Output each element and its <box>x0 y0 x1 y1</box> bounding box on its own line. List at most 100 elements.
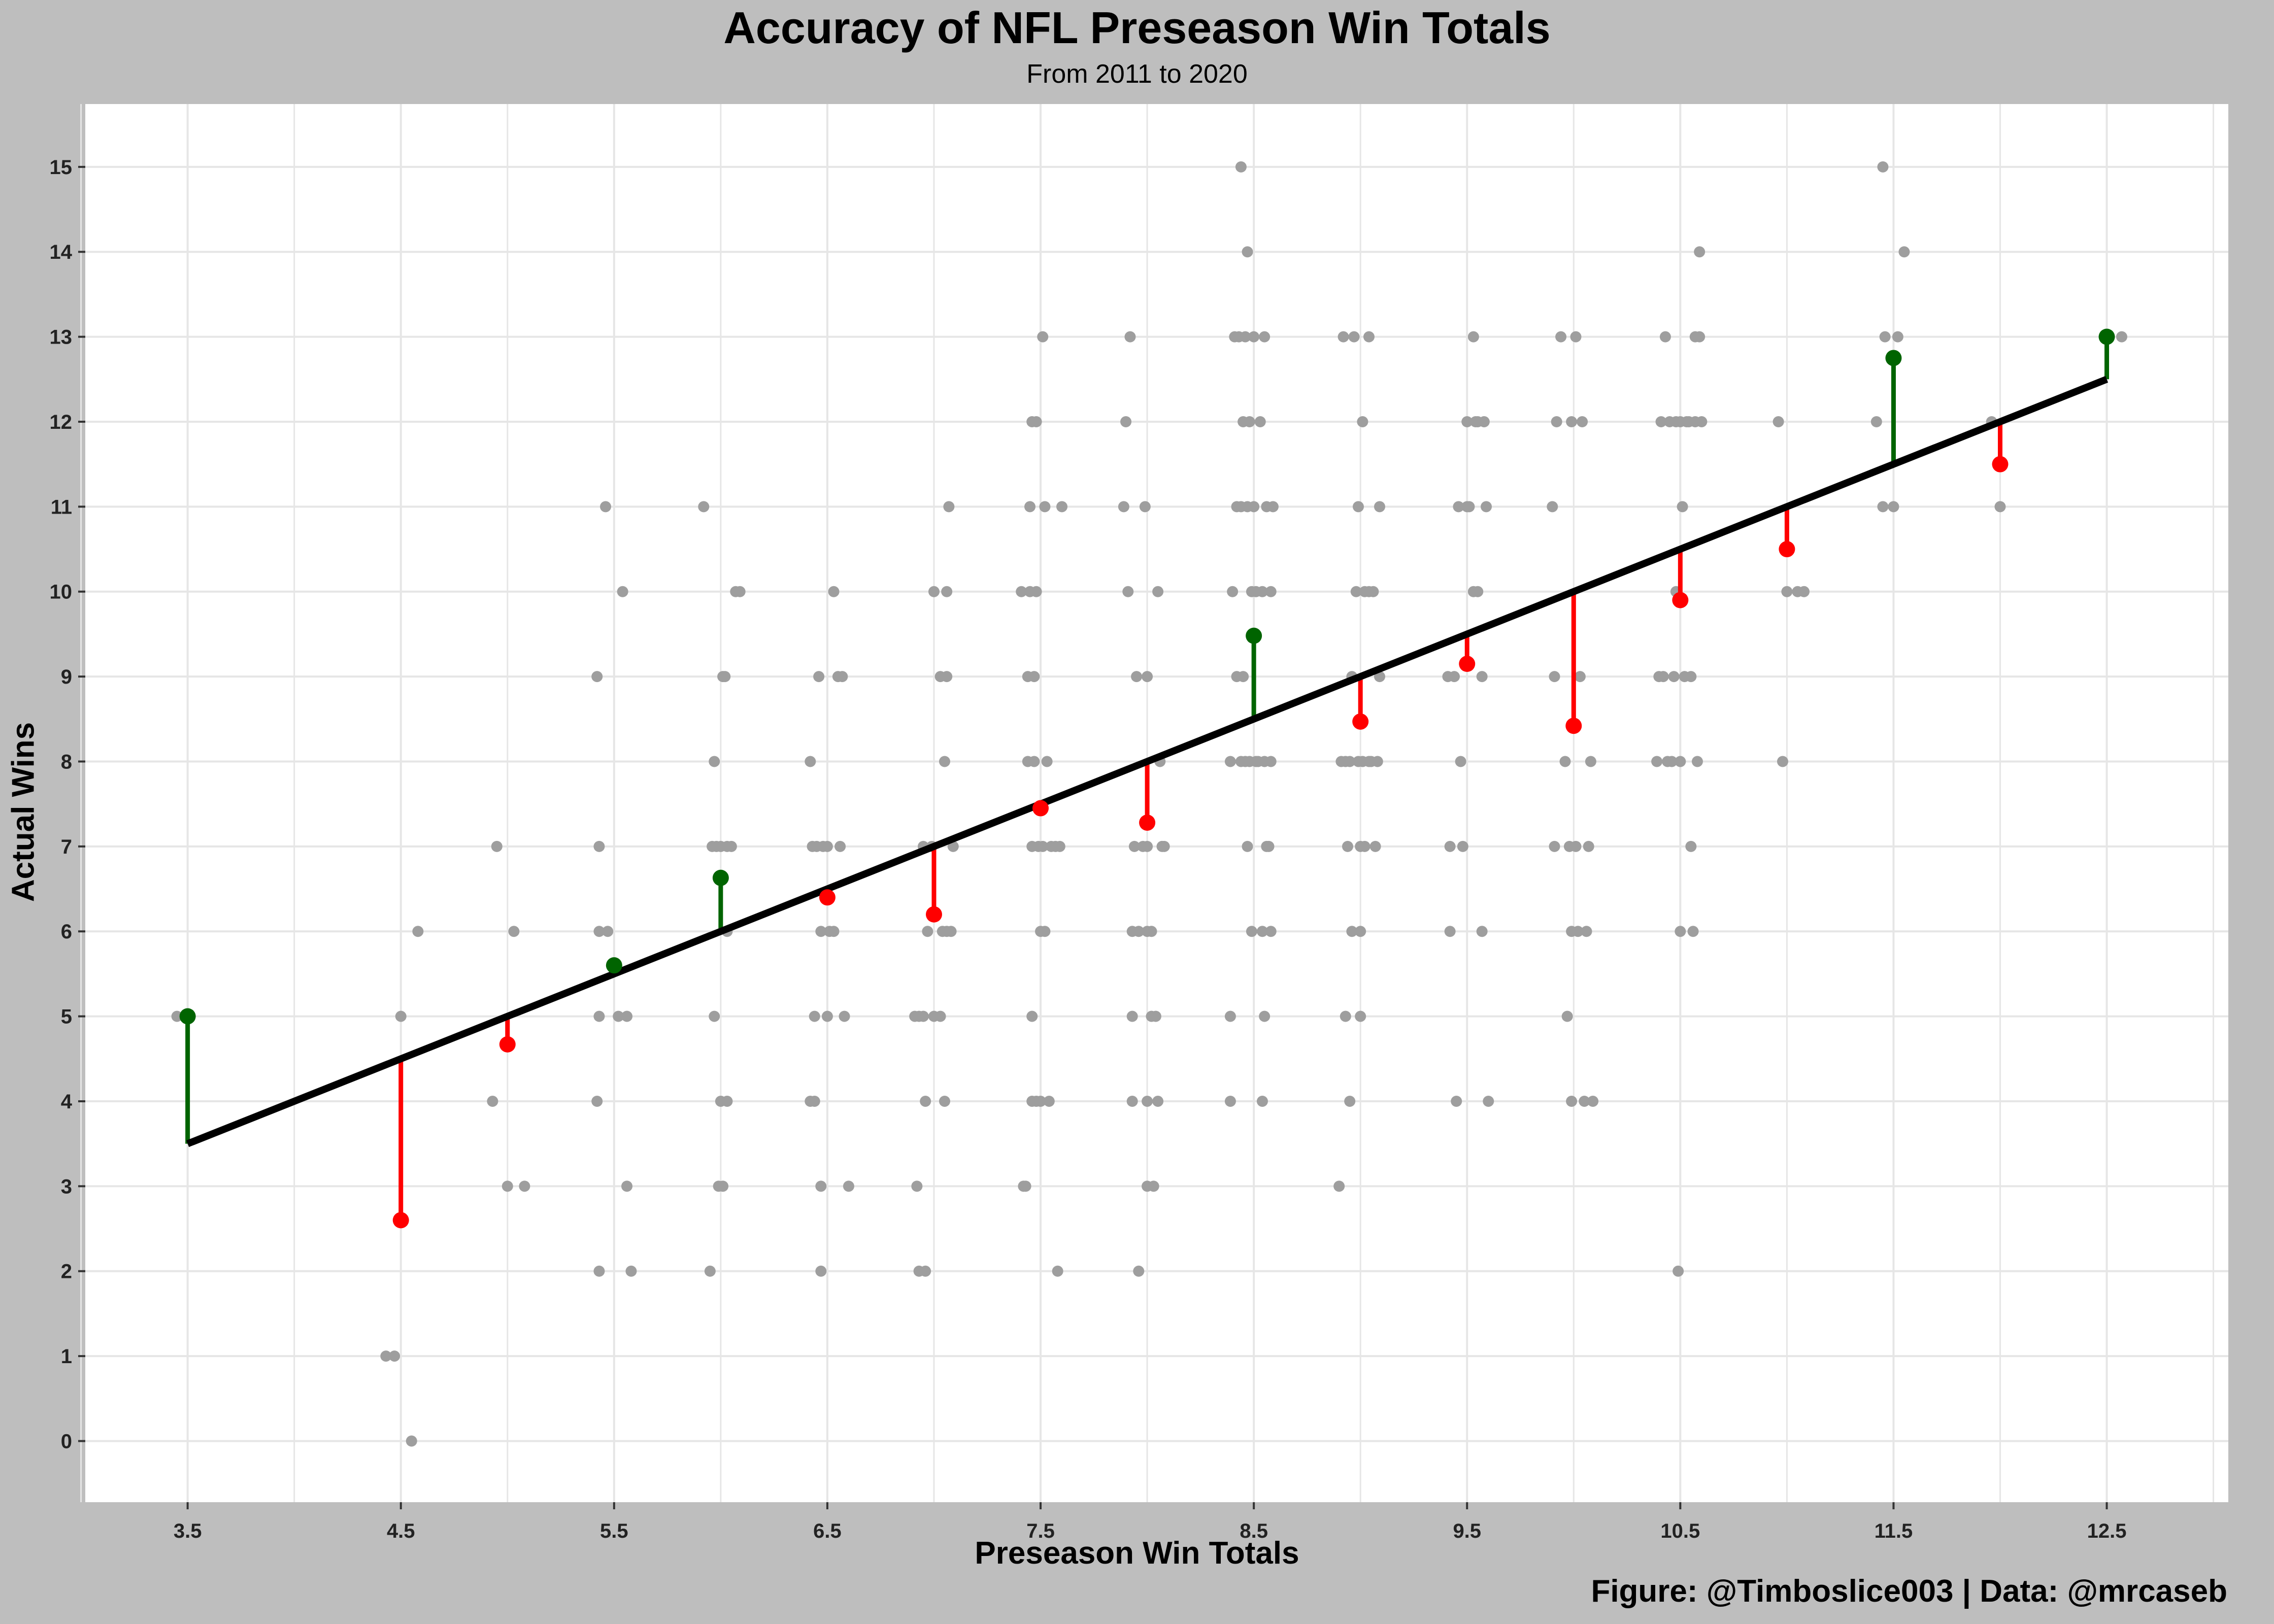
y-tick-label: 9 <box>61 666 72 688</box>
team-season-point <box>828 586 840 597</box>
team-season-point <box>1344 1095 1356 1107</box>
above-average-point <box>2098 328 2115 345</box>
team-season-point <box>593 1265 605 1277</box>
team-season-point <box>1374 501 1386 513</box>
team-season-point <box>1126 1010 1138 1022</box>
team-season-point <box>815 1180 827 1192</box>
team-season-point <box>1026 1010 1038 1022</box>
team-season-point <box>1687 926 1699 937</box>
team-season-point <box>617 586 628 597</box>
team-season-point <box>1259 1010 1270 1022</box>
below-average-point <box>1779 541 1795 558</box>
team-season-point <box>837 671 848 683</box>
team-season-point <box>1248 501 1260 513</box>
team-season-point <box>1369 840 1381 852</box>
team-season-point <box>709 756 720 767</box>
team-season-point <box>1673 1265 1684 1277</box>
team-season-point <box>593 1010 605 1022</box>
team-season-point <box>1139 501 1151 513</box>
team-season-point <box>600 501 612 513</box>
team-season-point <box>1126 1095 1138 1107</box>
team-season-point <box>1346 926 1358 937</box>
team-season-point <box>625 1265 637 1277</box>
team-season-point <box>1263 840 1275 852</box>
team-season-point <box>941 671 953 683</box>
team-season-point <box>939 756 951 767</box>
team-season-point <box>1030 416 1042 427</box>
plot-panel <box>85 104 2228 1502</box>
team-season-point <box>1685 840 1697 852</box>
team-season-point <box>1651 756 1663 767</box>
team-season-point <box>487 1095 498 1107</box>
team-season-point <box>508 926 520 937</box>
x-tick-label: 10.5 <box>1660 1520 1700 1542</box>
team-season-point <box>1566 1095 1578 1107</box>
team-season-point <box>1877 161 1889 173</box>
team-season-point <box>1337 331 1349 343</box>
below-average-point <box>1565 718 1582 734</box>
team-season-point <box>602 926 614 937</box>
below-average-point <box>1992 456 2009 472</box>
below-average-point <box>1672 592 1689 608</box>
team-season-point <box>1256 926 1268 937</box>
team-season-point <box>1566 416 1578 427</box>
below-average-point <box>925 906 942 923</box>
team-season-point <box>1152 586 1164 597</box>
team-season-point <box>593 926 605 937</box>
x-axis-title: Preseason Win Totals <box>975 1536 1299 1571</box>
team-season-point <box>1994 501 2006 513</box>
team-season-point <box>917 1010 929 1022</box>
x-tick-label: 12.5 <box>2087 1520 2127 1542</box>
x-tick-label: 8.5 <box>1240 1520 1268 1542</box>
team-season-point <box>734 586 746 597</box>
team-season-point <box>1463 501 1475 513</box>
team-season-point <box>1122 586 1134 597</box>
team-season-point <box>395 1010 407 1022</box>
reference-line <box>186 376 2109 1147</box>
below-average-point <box>1352 713 1369 730</box>
team-season-point <box>928 586 940 597</box>
team-season-point <box>1224 1095 1236 1107</box>
team-season-point <box>1449 671 1460 683</box>
team-season-point <box>1142 840 1153 852</box>
team-season-point <box>1476 671 1488 683</box>
team-season-point <box>1248 331 1260 343</box>
team-season-point <box>1677 501 1688 513</box>
team-season-point <box>911 1180 923 1192</box>
team-season-point <box>821 840 833 852</box>
team-season-point <box>1773 416 1784 427</box>
team-season-point <box>1451 1095 1462 1107</box>
team-season-point <box>1035 1095 1047 1107</box>
x-tick-label: 3.5 <box>174 1520 202 1542</box>
team-season-point <box>1340 1010 1351 1022</box>
team-season-point <box>1333 1180 1345 1192</box>
team-season-point <box>1142 1095 1153 1107</box>
team-season-point <box>1877 501 1889 513</box>
team-season-point <box>1467 331 1479 343</box>
team-season-point <box>1892 331 1903 343</box>
y-tick-label: 2 <box>61 1261 72 1283</box>
team-season-point <box>1549 840 1560 852</box>
below-average-point <box>1032 800 1049 817</box>
team-season-point <box>1259 331 1270 343</box>
team-season-point <box>1240 331 1251 343</box>
team-season-point <box>1028 671 1040 683</box>
above-average-point <box>712 869 729 886</box>
team-season-point <box>1694 246 1706 258</box>
team-season-point <box>1056 501 1068 513</box>
team-season-point <box>412 926 424 937</box>
team-season-point <box>1242 246 1253 258</box>
team-season-point <box>1581 926 1592 937</box>
team-season-point <box>1570 331 1582 343</box>
team-season-point <box>1265 926 1277 937</box>
team-season-point <box>1666 756 1678 767</box>
team-season-point <box>1158 840 1170 852</box>
team-season-point <box>1133 926 1145 937</box>
team-season-point <box>1028 756 1040 767</box>
team-season-point <box>1242 840 1253 852</box>
team-season-point <box>2116 331 2127 343</box>
team-season-point <box>1551 416 1562 427</box>
team-season-point <box>1039 501 1051 513</box>
y-tick-label: 0 <box>61 1430 72 1452</box>
